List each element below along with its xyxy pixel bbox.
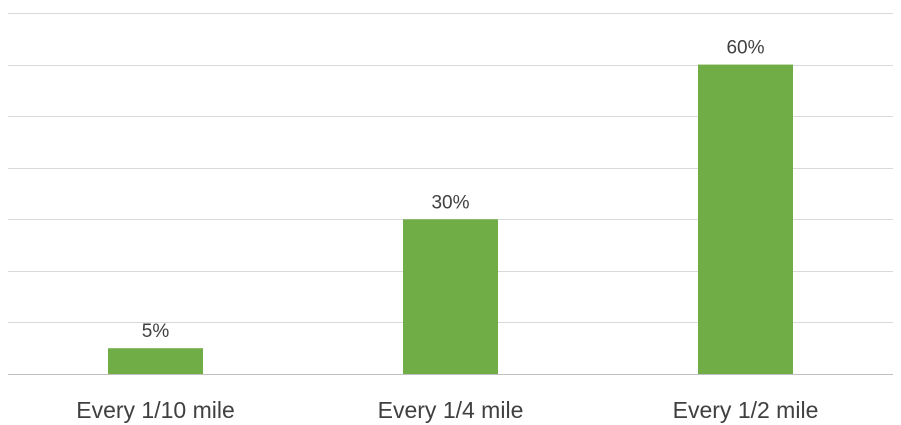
bar [403, 219, 498, 374]
x-tick-label: Every 1/10 mile [76, 397, 235, 423]
data-label: 5% [142, 321, 170, 342]
x-tick-labels: Every 1/10 mile Every 1/4 mile Every 1/2 m… [76, 397, 818, 423]
data-labels: 5% 30% 60% [142, 38, 765, 343]
data-label: 60% [726, 38, 764, 59]
data-label: 30% [431, 192, 469, 213]
bars [108, 64, 793, 375]
x-tick-label: Every 1/2 mile [673, 397, 819, 423]
x-tick-label: Every 1/4 mile [378, 397, 524, 423]
bar [698, 64, 793, 375]
bar [108, 348, 203, 374]
